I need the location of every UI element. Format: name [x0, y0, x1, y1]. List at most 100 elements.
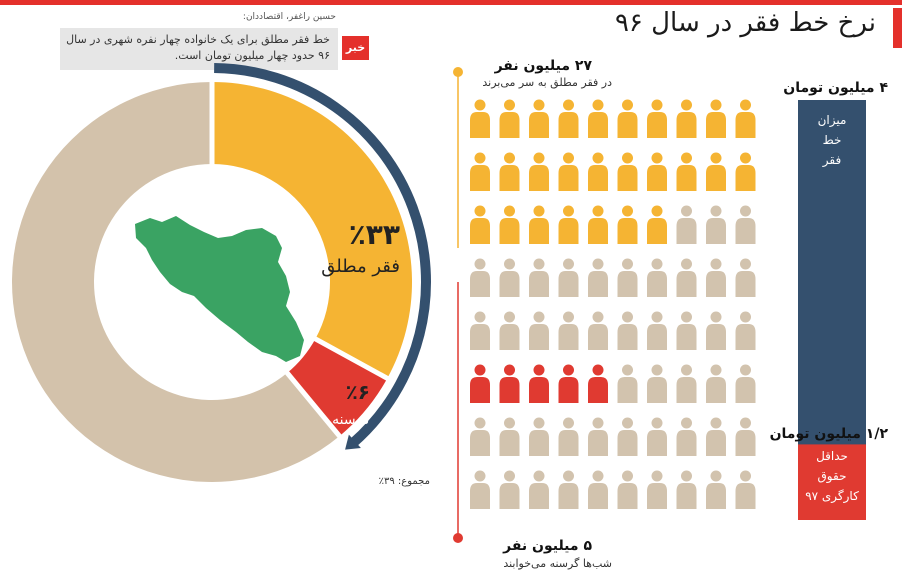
person-icon — [647, 470, 667, 509]
person-icon — [470, 205, 490, 244]
person-icon — [499, 470, 520, 509]
guide-dot-hunger — [453, 533, 463, 543]
person-icon — [676, 99, 697, 138]
person-icon — [735, 311, 756, 350]
person-icon — [529, 99, 549, 138]
person-icon — [647, 311, 667, 350]
person-icon — [529, 364, 549, 403]
person-icon — [499, 99, 520, 138]
donut-total-arc — [214, 63, 431, 447]
donut-slice-hunger — [287, 338, 388, 437]
person-icon — [499, 417, 520, 456]
hunger-caption: گرسنه — [332, 412, 370, 428]
person-icon — [558, 311, 579, 350]
person-icon — [735, 99, 756, 138]
person-icon — [735, 152, 756, 191]
hunger-people-desc: شب‌ها گرسنه می‌خوابند — [503, 557, 612, 570]
person-icon — [529, 205, 549, 244]
person-icon — [470, 99, 490, 138]
person-icon — [470, 470, 490, 509]
poverty-line-caption: میزان خط فقر — [798, 110, 866, 170]
quote-box: خط فقر مطلق برای یک خانواده چهار نفره شه… — [60, 28, 338, 70]
wage-caption-line: حداقل — [816, 449, 848, 463]
bar-minimum-wage — [798, 444, 866, 520]
person-icon — [470, 311, 490, 350]
person-icon — [529, 152, 549, 191]
person-icon — [529, 417, 549, 456]
donut-total-label: مجموع: ۳۹٪ — [378, 476, 430, 487]
person-icon — [470, 417, 490, 456]
person-icon — [676, 258, 697, 297]
hunger-percent: ٪۶ — [345, 380, 370, 404]
person-icon — [558, 99, 579, 138]
poverty-caption-line: میزان — [817, 113, 847, 127]
person-icon — [470, 364, 490, 403]
person-icon — [676, 311, 697, 350]
wage-caption-line: حقوق — [817, 469, 847, 483]
person-icon — [617, 364, 638, 403]
person-icon — [470, 258, 490, 297]
person-icon — [676, 205, 697, 244]
person-icon — [706, 470, 726, 509]
title-accent-bar — [893, 8, 902, 48]
person-icon — [735, 417, 756, 456]
person-icon — [470, 152, 490, 191]
person-icon — [588, 152, 608, 191]
person-icon — [676, 417, 697, 456]
poverty-line-value: ۴ میلیون تومان — [783, 80, 888, 96]
person-icon — [617, 470, 638, 509]
person-icon — [529, 311, 549, 350]
person-icon — [647, 364, 667, 403]
poverty-caption-line: خط — [822, 133, 842, 147]
iran-map-icon — [135, 216, 304, 362]
news-badge: خبر — [342, 36, 369, 60]
person-icon — [588, 99, 608, 138]
person-icon — [558, 152, 579, 191]
donut-chart — [11, 63, 431, 483]
person-icon — [529, 258, 549, 297]
top-accent-bar — [0, 0, 902, 5]
minimum-wage-value: ۱/۲ میلیون تومان — [769, 426, 888, 442]
wage-caption-line: کارگری ۹۷ — [805, 489, 859, 503]
bar-chart — [798, 100, 866, 520]
person-icon — [499, 364, 520, 403]
absolute-people-count: ۲۷ میلیون نفر — [494, 58, 592, 74]
quote-source: حسین راغفر، اقتصاددان: — [242, 12, 336, 22]
person-icon — [588, 470, 608, 509]
absolute-poverty-caption: فقر مطلق — [321, 256, 400, 277]
guide-dot-absolute — [453, 67, 463, 77]
person-icon — [647, 417, 667, 456]
person-icon — [588, 417, 608, 456]
hunger-people-count: ۵ میلیون نفر — [503, 538, 592, 554]
page-title: نرخ خط فقر در سال ۹۶ — [614, 8, 876, 38]
donut-divider-hunger — [284, 369, 343, 440]
donut-slice-absolute-poverty — [212, 82, 412, 379]
person-icon — [558, 417, 579, 456]
person-icon — [529, 470, 549, 509]
person-icon — [706, 364, 726, 403]
person-icon — [499, 205, 520, 244]
person-icon — [588, 205, 608, 244]
person-icon — [588, 311, 608, 350]
person-icon — [735, 364, 756, 403]
person-icon — [676, 152, 697, 191]
person-icon — [735, 205, 756, 244]
person-icon — [735, 258, 756, 297]
person-icon — [706, 152, 726, 191]
person-icon — [617, 205, 638, 244]
person-icon — [617, 417, 638, 456]
person-icon — [558, 258, 579, 297]
quote-text: خط فقر مطلق برای یک خانواده چهار نفره شه… — [66, 33, 330, 62]
person-icon — [706, 205, 726, 244]
person-icon — [617, 258, 638, 297]
person-icon — [617, 99, 638, 138]
person-icon — [676, 470, 697, 509]
person-icon — [676, 364, 697, 403]
person-icon — [706, 311, 726, 350]
person-icon — [706, 258, 726, 297]
person-icon — [558, 364, 579, 403]
person-icon — [617, 311, 638, 350]
donut-slice-rest — [11, 82, 340, 483]
poverty-caption-line: فقر — [822, 153, 842, 167]
